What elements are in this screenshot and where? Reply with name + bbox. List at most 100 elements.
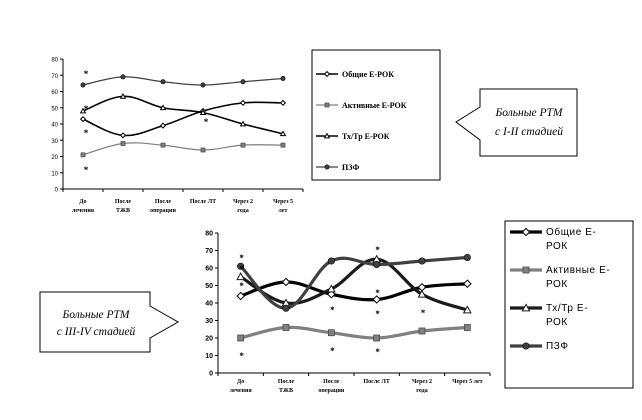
y-tick-label: 50 [205,283,213,290]
significance-asterisk: * [239,253,244,263]
series-line [240,280,468,302]
significance-asterisk: * [375,309,380,319]
data-point [119,132,127,139]
significance-asterisk: * [375,245,380,255]
data-point [463,253,471,262]
data-point [237,262,245,270]
data-point [80,152,86,158]
series-line [82,101,284,137]
legend-swatch-marker [521,227,531,237]
data-point [372,295,381,304]
y-tick-label: 0 [209,371,213,378]
y-tick-label: 40 [205,301,213,308]
x-tick-label: Через 2 года [233,199,253,214]
legend-label: Активные Е-РОК [342,101,407,110]
y-tick-label: 30 [51,139,58,145]
series-line [239,257,468,312]
callout-bottom-line2: с III-IV стадией [57,325,136,338]
significance-asterisk: * [330,305,335,315]
callout-arrow-top [455,88,578,157]
legend-label: ПЗФ [546,341,569,352]
data-point [239,120,247,127]
legend-label: Тх/Тр Е-РОК [342,132,390,141]
x-tick-label: До лечения [72,199,95,214]
x-tick-label: После ЛТ [363,379,389,385]
x-tick-label: После ТЖВ [115,199,132,214]
legend-box-top [311,49,441,181]
data-point [120,141,126,146]
legend-swatch-marker [324,102,330,108]
significance-asterisk: * [84,104,89,114]
significance-asterisk: * [375,288,380,298]
y-tick-label: 20 [205,336,213,343]
series-line [82,76,284,86]
data-point [326,284,336,293]
data-point [463,279,472,289]
data-point [327,329,335,337]
y-tick-label: 80 [205,231,213,238]
significance-asterisk: * [239,351,244,361]
callout-top-line1: Больные РТМ [495,107,564,119]
legend-swatch-marker [522,266,530,274]
callout-bottom-line1: Больные РТМ [62,309,131,321]
data-point [236,291,245,301]
x-tick-label: Через 5 лет [273,199,293,214]
y-tick-label: 20 [51,155,58,161]
significance-asterisk: * [239,264,244,274]
data-point [418,257,426,265]
data-point [119,92,127,99]
series-line [82,95,284,135]
y-tick-label: 10 [51,171,58,177]
legend-swatch-marker [522,342,530,350]
data-point [240,142,246,148]
x-tick-label: Через 5 лет [452,379,483,385]
legend-label: ПЗФ [342,163,359,172]
y-tick-label: 80 [51,58,58,64]
data-point [279,130,287,137]
data-point [279,99,287,106]
y-tick-label: 60 [51,90,58,96]
significance-asterisk: * [421,308,426,318]
data-point [327,289,336,299]
y-tick-label: 60 [205,266,213,273]
data-point [373,334,381,342]
data-point [199,109,207,116]
y-tick-label: 40 [51,123,58,129]
data-point [200,147,206,153]
callout-top-line2: с I-II стадией [495,125,563,138]
data-point [160,142,166,148]
data-point [373,260,381,269]
legend-swatch-marker [521,303,531,312]
data-point [79,107,87,114]
x-tick-label: После ЛТ [190,199,216,205]
y-tick-label: 0 [55,188,59,194]
data-point [200,82,206,88]
legend-swatch-marker [324,164,330,170]
data-point [327,257,335,265]
series-line [82,142,284,156]
data-point [79,116,87,123]
data-point [462,305,472,314]
legend-swatch-marker [323,132,331,139]
y-tick-label: 50 [51,106,58,112]
data-point [463,324,471,331]
data-point [280,142,286,148]
legend-label: Общие Е-РОК [546,226,596,252]
significance-asterisk: * [84,69,89,79]
callout-arrow-bottom [39,291,180,353]
x-tick-label: После операции [318,379,344,394]
legend-label: Активные Е-РОК [546,265,610,290]
y-tick-label: 70 [51,74,58,80]
data-point [282,304,290,312]
data-point [159,122,167,129]
significance-asterisk: * [330,346,335,356]
x-tick-label: После ТЖВ [278,379,295,394]
data-point [418,327,426,335]
data-point [282,324,290,331]
significance-asterisk: * [84,165,89,175]
legend-label: Общие Е-РОК [342,70,394,79]
legend-label: Тх/Тр Е-РОК [546,303,588,328]
data-point [237,334,245,342]
data-point [240,79,246,85]
